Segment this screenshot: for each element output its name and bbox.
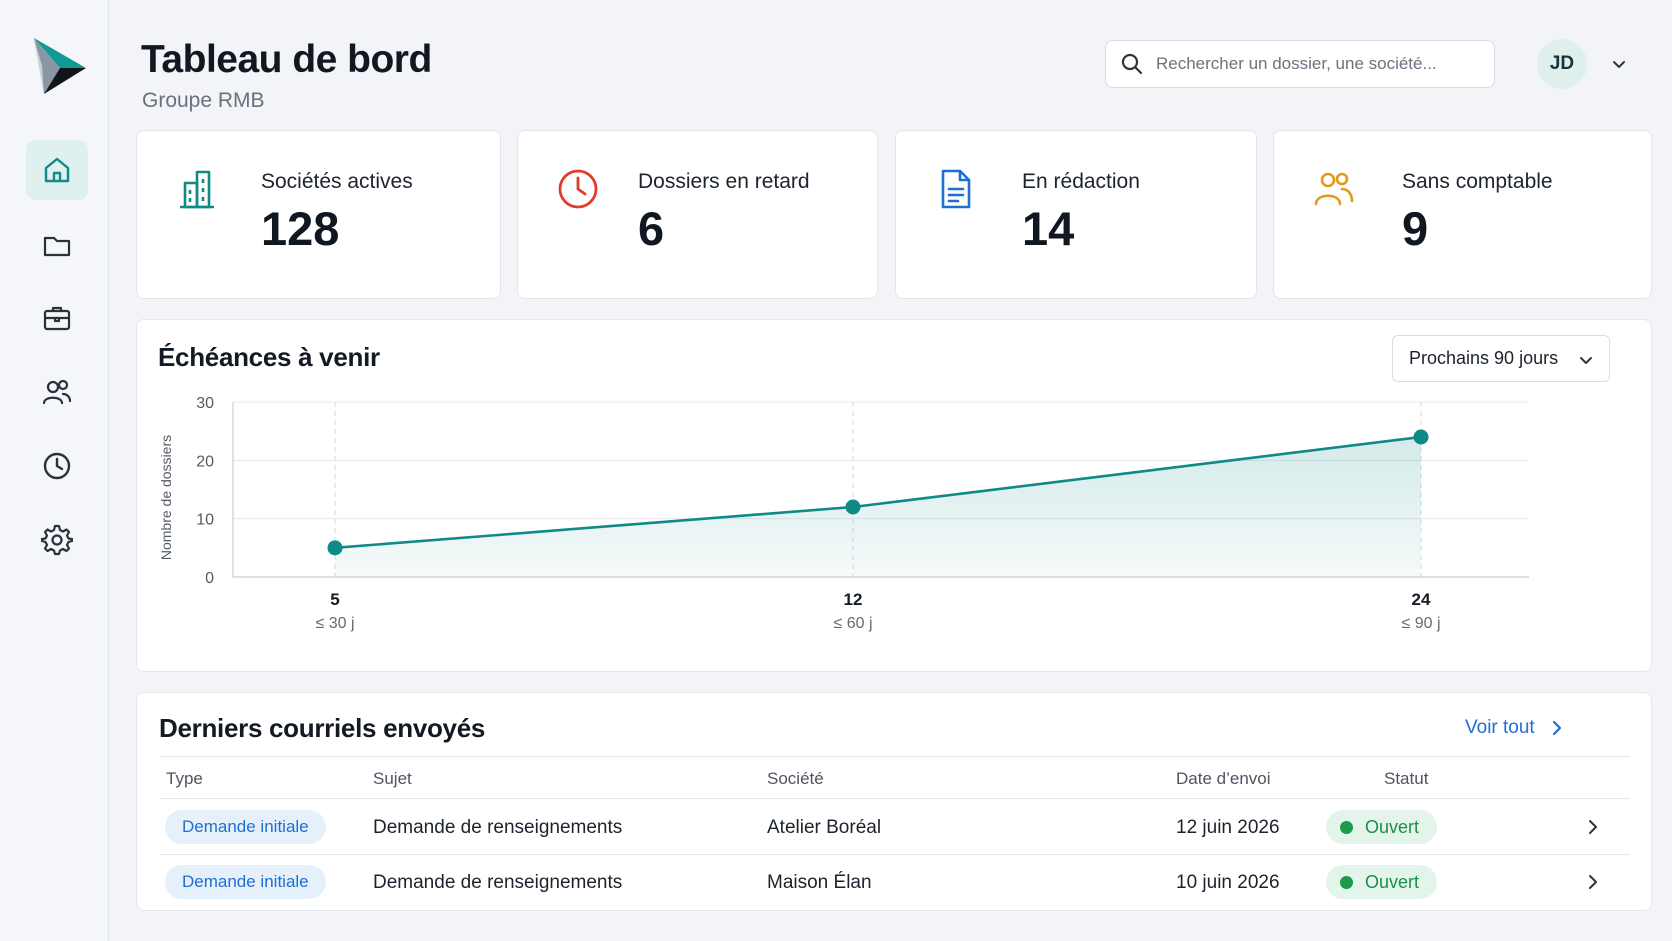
users-icon	[42, 379, 72, 405]
x-tick-label: ≤ 60 j	[833, 615, 872, 632]
sidebar	[0, 0, 109, 941]
logo[interactable]	[30, 36, 88, 96]
deadlines-panel: 0 10 20 30 Nombre de dossiers 5 ≤ 30 j 12 ≤ 60 j…	[136, 319, 1652, 672]
view-all-link[interactable]: Voir tout	[1465, 717, 1565, 739]
gear-icon	[41, 524, 73, 556]
data-label: 12	[844, 590, 863, 609]
y-tick-label: 30	[196, 395, 214, 412]
status-badge: Ouvert	[1326, 810, 1437, 844]
type-badge: Demande initiale	[165, 810, 326, 844]
main-content: Tableau de bord Groupe RMB JD Sociétés a…	[109, 0, 1672, 941]
period-select[interactable]: Prochains 90 jours	[1392, 335, 1610, 382]
avatar[interactable]: JD	[1537, 39, 1587, 89]
kpi-label: Dossiers en retard	[638, 170, 810, 193]
email-company: Atelier Boréal	[767, 817, 882, 838]
sidebar-item-folders[interactable]	[26, 216, 88, 276]
sidebar-item-home[interactable]	[26, 140, 88, 200]
chevron-right-icon	[1589, 820, 1597, 834]
status-label: Ouvert	[1365, 816, 1420, 837]
kpi-value: 6	[638, 202, 665, 255]
emails-title: Derniers courriels envoyés	[159, 713, 486, 743]
y-tick-label: 0	[205, 570, 214, 587]
x-tick-label: ≤ 30 j	[315, 615, 354, 632]
clock-icon	[43, 452, 71, 480]
page-title: Tableau de bord	[141, 38, 432, 81]
kpi-label: En rédaction	[1022, 170, 1140, 193]
kpi-label: Sans comptable	[1402, 170, 1553, 193]
data-point	[845, 499, 861, 515]
deadlines-title: Échéances à venir	[158, 342, 380, 372]
kpi-card-drafting[interactable]: En rédaction 14	[895, 130, 1257, 299]
kpi-value: 9	[1402, 202, 1429, 255]
column-header-date: Date d’envoi	[1176, 769, 1271, 788]
search-input[interactable]	[1156, 54, 1476, 74]
clock-icon	[558, 169, 598, 209]
data-point	[1413, 429, 1429, 445]
table-row[interactable]: Demande initiale Demande de renseignemen…	[159, 800, 1630, 855]
column-header-status: Statut	[1384, 769, 1429, 788]
sidebar-item-companies[interactable]	[26, 288, 88, 348]
page-subtitle: Groupe RMB	[142, 89, 265, 112]
chevron-right-icon	[1589, 875, 1597, 889]
column-header-company: Société	[767, 769, 824, 788]
kpi-value: 128	[261, 202, 340, 255]
x-tick-label: ≤ 90 j	[1401, 615, 1440, 632]
chevron-down-icon	[1580, 357, 1592, 364]
kpi-value: 14	[1022, 202, 1075, 255]
y-tick-label: 10	[196, 512, 214, 529]
table-header: Type Sujet Société Date d’envoi Statut	[159, 756, 1630, 799]
status-dot	[1340, 875, 1353, 889]
chevron-right-icon	[1552, 720, 1561, 736]
building-icon	[180, 170, 214, 209]
briefcase-icon	[43, 306, 71, 331]
email-date: 10 juin 2026	[1176, 872, 1280, 893]
sidebar-item-settings[interactable]	[26, 510, 88, 570]
sidebar-item-users[interactable]	[26, 362, 88, 422]
status-badge: Ouvert	[1326, 865, 1437, 899]
deadlines-chart: 0 10 20 30 Nombre de dossiers 5 ≤ 30 j 12 ≤ 60 j…	[158, 395, 1529, 632]
email-subject: Demande de renseignements	[373, 817, 623, 838]
kpi-card-no-accountant[interactable]: Sans comptable 9	[1273, 130, 1652, 299]
folder-icon	[43, 236, 71, 257]
series-area	[335, 437, 1421, 577]
emails-panel: Derniers courriels envoyés Voir tout Typ…	[136, 692, 1652, 911]
table-row[interactable]: Demande initiale Demande de renseignemen…	[159, 855, 1630, 910]
sidebar-item-history[interactable]	[26, 436, 88, 496]
email-subject: Demande de renseignements	[373, 872, 623, 893]
column-header-type: Type	[166, 769, 203, 788]
y-axis-label: Nombre de dossiers	[158, 435, 174, 560]
search-icon	[1121, 53, 1143, 75]
data-point	[327, 540, 343, 556]
view-all-label: Voir tout	[1465, 717, 1535, 738]
period-select-value: Prochains 90 jours	[1409, 348, 1559, 368]
status-dot	[1340, 820, 1353, 834]
email-company: Maison Élan	[767, 872, 872, 893]
y-tick-label: 20	[196, 453, 214, 470]
status-label: Ouvert	[1365, 871, 1420, 892]
document-icon	[941, 169, 971, 209]
home-icon	[44, 157, 70, 183]
search-box[interactable]	[1105, 40, 1495, 88]
kpi-card-active-companies[interactable]: Sociétés actives 128	[136, 130, 501, 299]
type-badge: Demande initiale	[165, 865, 326, 899]
users-icon	[1314, 172, 1354, 206]
data-label: 5	[330, 590, 339, 609]
email-date: 12 juin 2026	[1176, 817, 1280, 838]
data-label: 24	[1412, 590, 1431, 609]
kpi-card-late-files[interactable]: Dossiers en retard 6	[517, 130, 878, 299]
kpi-label: Sociétés actives	[261, 170, 413, 193]
chevron-down-icon[interactable]	[1609, 54, 1629, 74]
column-header-subject: Sujet	[373, 769, 412, 788]
